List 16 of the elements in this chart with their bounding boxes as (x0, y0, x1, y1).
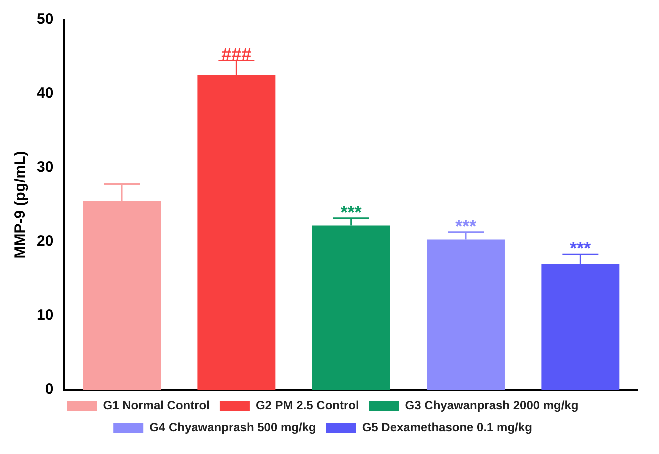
annotation: *** (456, 216, 477, 236)
y-tick-label: 30 (36, 159, 54, 176)
annotation: *** (570, 238, 592, 259)
legend-label: G4 Chyawanprash 500 mg/kg (150, 420, 316, 434)
y-tick-label: 40 (36, 85, 54, 102)
y-tick-label: 10 (36, 307, 54, 324)
legend-label: G1 Normal Control (103, 398, 210, 412)
y-tick-label: 0 (45, 381, 54, 398)
y-tick-label: 20 (36, 233, 54, 250)
annotation: ### (222, 44, 252, 65)
y-axis-title: MMP-9 (pg/mL) (12, 151, 30, 259)
annotation: *** (340, 202, 362, 222)
legend-label: G5 Dexamethasone 0.1 mg/kg (362, 420, 532, 434)
legend-label: G2 PM 2.5 Control (256, 398, 360, 412)
legend-label: G3 Chyawanprash 2000 mg/kg (405, 398, 579, 412)
y-tick-label: 50 (36, 11, 54, 28)
